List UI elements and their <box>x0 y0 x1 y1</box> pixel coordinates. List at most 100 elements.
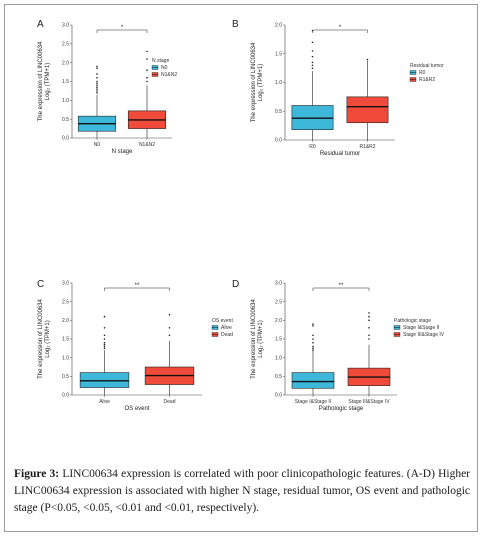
y-tick-label: 2.0 <box>275 318 282 324</box>
outlier-point <box>103 338 106 340</box>
y-tick-label: 0.0 <box>62 393 69 399</box>
x-axis-title: OS event <box>124 406 149 412</box>
significance-label: * <box>121 25 124 31</box>
panel-a: A 0.0 0.5 1.0 1.5 2.0 2.5 3.0 The expression of … <box>37 19 177 155</box>
outlier-point <box>311 55 314 58</box>
legend-label: N1&N2 <box>161 72 177 78</box>
legend-label: Dead <box>221 332 233 338</box>
box-c-1 <box>79 315 130 395</box>
x-axis-title: Residual tumor <box>320 151 360 157</box>
y-tick-label: 1.0 <box>62 355 69 361</box>
figure-caption: Figure 3: LINC00634 expression is correl… <box>14 466 470 517</box>
caption-text: LINC00634 expression is correlated with … <box>14 468 471 514</box>
outlier-point <box>103 343 106 346</box>
y-tick-label: 1.0 <box>275 80 282 86</box>
outlier-point <box>312 341 314 344</box>
x-tick-label: Stage III&Stage IV <box>348 399 390 405</box>
outlier-point <box>311 61 314 64</box>
outlier-point <box>96 84 98 87</box>
y-axis-title: The expression of LINC00634 <box>251 298 257 378</box>
outlier-point <box>96 88 98 90</box>
box-c-2 <box>144 313 195 395</box>
y-tick-label: 2.0 <box>275 23 282 29</box>
x-axis-title: Pathologic stage <box>319 406 364 412</box>
outlier-point <box>311 41 314 44</box>
box-d-1 <box>291 323 335 395</box>
box-body <box>346 96 389 124</box>
significance-bracket <box>104 287 170 291</box>
outlier-point <box>311 64 314 67</box>
y-tick-label: 2.0 <box>62 60 69 66</box>
outlier-point <box>96 80 98 83</box>
outlier-point <box>96 73 98 75</box>
y-tick-label: 2.5 <box>62 42 69 48</box>
y-tick-label: 0.5 <box>275 109 282 115</box>
outlier-point <box>368 319 370 322</box>
outlier-point <box>146 80 148 83</box>
legend-label: N0 <box>161 65 168 71</box>
outlier-point <box>312 347 314 350</box>
x-tick-label: Alive <box>99 399 110 405</box>
y-tick-label: 3.0 <box>62 281 69 287</box>
outlier-point <box>96 67 98 70</box>
y-tick-label: 0.0 <box>275 393 282 399</box>
y-tick-label: 1.0 <box>62 98 69 104</box>
legend-label: Stage III&Stage IV <box>403 332 445 338</box>
outlier-point <box>368 315 370 318</box>
caption-label: Figure 3: <box>14 468 60 480</box>
x-tick-label: N0 <box>94 142 101 148</box>
outlier-point <box>103 327 106 329</box>
box-d-2 <box>347 312 391 395</box>
panel-letter-a: A <box>37 19 44 30</box>
y-tick-label: 2.5 <box>275 299 282 305</box>
y-axis-subtitle: Log₂ (TPM+1) <box>258 320 264 358</box>
significance-label: * <box>339 25 342 31</box>
outlier-point <box>168 334 171 337</box>
y-tick-label: 1.5 <box>275 337 282 343</box>
figure-frame <box>4 4 478 532</box>
outlier-point <box>368 312 370 314</box>
outlier-point <box>368 327 370 329</box>
box-body <box>79 372 130 388</box>
outlier-point <box>312 338 314 340</box>
box-body <box>291 372 335 389</box>
y-tick-label: 3.0 <box>275 281 282 287</box>
y-tick-label: 2.5 <box>62 299 69 305</box>
y-axis-title: The expression of LINC00634 <box>251 42 257 122</box>
legend-label: Alive <box>221 325 232 331</box>
outlier-point <box>368 334 370 337</box>
y-tick-label: 2.0 <box>62 318 69 324</box>
y-tick-label: 0.0 <box>62 136 69 142</box>
outlier-point <box>96 92 98 94</box>
x-axis-title: N stage <box>112 149 133 155</box>
significance-bracket <box>312 29 368 33</box>
legend-label: R0 <box>419 70 426 76</box>
legend-title: Pathologic stage <box>394 318 431 324</box>
outlier-point <box>312 349 314 352</box>
significance-label: ** <box>135 283 140 289</box>
panel-d: D 0.0 0.5 1.0 1.5 2.0 2.5 3.0 The expression of … <box>232 279 445 412</box>
legend-title: OS event <box>212 318 233 324</box>
outlier-point <box>103 341 106 344</box>
outlier-point <box>146 76 148 79</box>
outlier-point <box>96 76 98 79</box>
outlier-point <box>312 325 314 327</box>
significance-bracket <box>96 29 148 33</box>
y-tick-label: 0.5 <box>62 117 69 123</box>
y-axis-subtitle: Log₂ (TPM+1) <box>45 63 51 101</box>
y-tick-label: 3.0 <box>62 23 69 29</box>
panel-letter-c: C <box>37 279 44 290</box>
outlier-point <box>96 90 98 92</box>
legend-title: Residual tumor <box>410 63 444 69</box>
legend-title: N stage <box>152 58 169 64</box>
y-tick-label: 0.5 <box>62 374 69 380</box>
outlier-point <box>168 313 171 316</box>
x-tick-label: Stage I&Stage II <box>295 399 331 405</box>
y-tick-label: 0.5 <box>275 374 282 380</box>
y-tick-label: 1.5 <box>62 337 69 343</box>
